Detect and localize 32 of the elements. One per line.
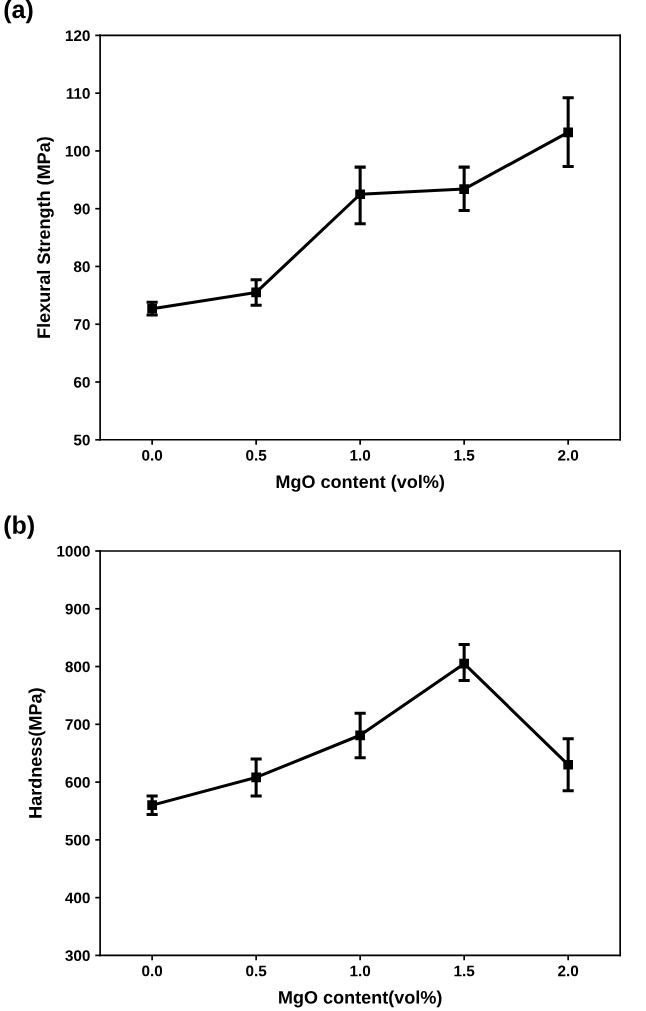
y-tick-label: 300 <box>65 950 90 962</box>
x-axis-title: MgO content(vol%) <box>279 990 442 1008</box>
x-tick-label: 1.0 <box>350 965 371 977</box>
y-tick-label: 120 <box>65 30 90 42</box>
x-tick-label: 0.0 <box>142 965 163 977</box>
y-tick-label: 70 <box>74 319 90 330</box>
x-tick-label: 1.0 <box>350 449 371 461</box>
y-tick-label: 700 <box>65 719 90 730</box>
y-tick-label: 600 <box>65 776 90 788</box>
y-tick-label: 90 <box>73 203 90 215</box>
y-tick-label: 50 <box>73 434 90 446</box>
y-tick-label: 500 <box>65 834 90 846</box>
y-tick-label: 60 <box>73 376 90 388</box>
x-tick-label: 0.5 <box>246 965 267 977</box>
y-axis-title: Flexural Strength (MPa) <box>36 137 54 338</box>
x-tick-label: 2.0 <box>558 965 579 977</box>
y-tick-label: 100 <box>65 145 90 157</box>
y-tick-label: 900 <box>65 603 90 615</box>
x-tick-label: 1.5 <box>454 450 475 461</box>
x-tick-label: 0.5 <box>246 449 267 461</box>
y-tick-label: 1000 <box>57 545 90 557</box>
x-axis-title: MgO content (vol%) <box>276 474 445 492</box>
x-tick-label: 0.0 <box>142 449 163 461</box>
y-tick-label: 80 <box>73 261 90 273</box>
chart-title: (a) <box>4 0 33 24</box>
chart-title: (b) <box>4 515 34 539</box>
y-tick-label: 400 <box>65 892 90 904</box>
y-tick-label: 800 <box>65 661 90 673</box>
x-tick-label: 2.0 <box>558 449 579 461</box>
y-tick-label: 110 <box>66 88 90 99</box>
y-axis-title: Hardness(MPa) <box>28 688 46 818</box>
x-tick-label: 1.5 <box>454 965 475 977</box>
